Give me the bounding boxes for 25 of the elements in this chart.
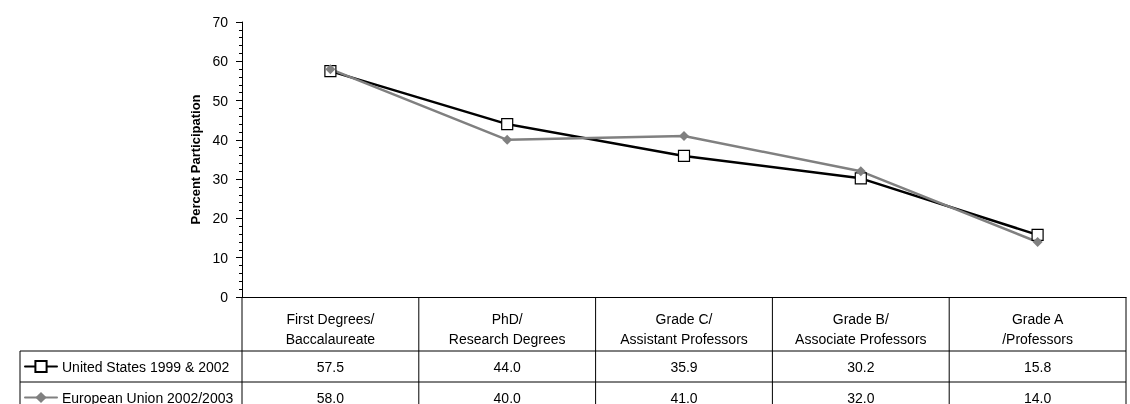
data-label: 41.0 <box>670 389 698 404</box>
x-tick-label: Grade C/ Assistant Professors <box>620 311 748 347</box>
data-label: 30.2 <box>847 358 875 375</box>
y-axis-title: Percent Participation <box>187 94 203 225</box>
y-tick-label: 50 <box>212 92 229 109</box>
y-tick-label: 60 <box>212 53 229 70</box>
data-label: 40.0 <box>493 389 522 404</box>
y-tick-label: 10 <box>212 249 229 266</box>
legend-label: United States 1999 & 2002 <box>62 358 230 375</box>
data-label: 44.0 <box>493 358 522 375</box>
y-tick-label: 0 <box>220 289 229 305</box>
x-tick-label: Grade A /Professors <box>1002 311 1074 347</box>
y-tick-label: 30 <box>212 171 229 188</box>
data-label: 35.9 <box>670 358 698 375</box>
y-tick-label: 20 <box>212 210 229 227</box>
y-tick-label: 40 <box>212 131 229 148</box>
data-label: 15.8 <box>1023 358 1052 375</box>
x-tick-label: Grade B/ Associate Professors <box>795 311 927 347</box>
data-label: 58.0 <box>316 389 345 404</box>
data-label: 32.0 <box>847 389 875 404</box>
data-label: 14.0 <box>1023 389 1052 404</box>
data-label: 57.5 <box>316 358 345 375</box>
x-tick-label: PhD/ Research Degrees <box>448 311 566 347</box>
x-tick-label: First Degrees/ Baccalaureate <box>285 311 376 347</box>
y-tick-label: 70 <box>212 14 229 30</box>
